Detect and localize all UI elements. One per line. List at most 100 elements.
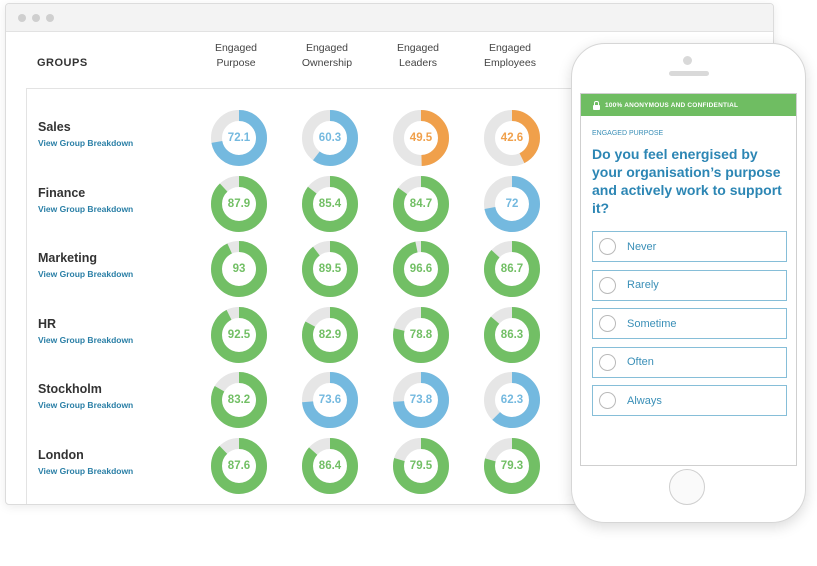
donut-value-label: 85.4 bbox=[318, 197, 342, 210]
donut-value-arc bbox=[484, 110, 540, 166]
score-donut[interactable]: 86.3 bbox=[483, 306, 541, 364]
window-dot-icon[interactable] bbox=[18, 13, 26, 22]
donut-chart bbox=[484, 372, 540, 428]
donut-chart bbox=[302, 437, 358, 494]
column-header: Engaged Employees bbox=[464, 41, 556, 71]
browser-toolbar bbox=[6, 4, 773, 32]
donut-value-label: 79.5 bbox=[409, 459, 433, 472]
donut-value-label: 73.6 bbox=[318, 394, 342, 406]
groups-heading: GROUPS bbox=[37, 57, 88, 69]
score-donut[interactable]: 87.6 bbox=[210, 437, 268, 495]
score-donut[interactable]: 72.1 bbox=[210, 109, 268, 167]
column-header-line2: Employees bbox=[484, 57, 536, 69]
donut-value-arc bbox=[211, 306, 267, 363]
column-header-line1: Engaged bbox=[488, 42, 532, 54]
donut-chart bbox=[393, 175, 449, 232]
donut-value-arc bbox=[393, 241, 449, 297]
radio-icon[interactable] bbox=[599, 315, 616, 332]
donut-value-arc bbox=[302, 437, 358, 494]
view-group-breakdown-link[interactable]: View Group Breakdown bbox=[38, 465, 134, 476]
score-donut[interactable]: 92.5 bbox=[210, 306, 268, 364]
group-name: HR bbox=[38, 316, 57, 331]
donut-value-label: 42.6 bbox=[500, 132, 524, 144]
table-row: HR View Group Breakdown 92.5 82.9 78.8 86.3 bbox=[27, 301, 587, 366]
question-category: ENGAGED PURPOSE bbox=[592, 130, 664, 137]
donut-chart bbox=[302, 306, 358, 363]
donut-chart bbox=[211, 372, 267, 428]
view-group-breakdown-link[interactable]: View Group Breakdown bbox=[38, 269, 134, 279]
score-donut[interactable]: 96.6 bbox=[392, 240, 450, 298]
confidential-banner: 100% ANONYMOUS AND CONFIDENTIAL bbox=[581, 94, 796, 116]
donut-value-label: 73.8 bbox=[409, 394, 433, 406]
score-donut[interactable]: 73.8 bbox=[392, 371, 450, 429]
score-donut[interactable]: 84.7 bbox=[392, 175, 450, 233]
score-donut[interactable]: 85.4 bbox=[301, 175, 359, 233]
answer-option-label: Always bbox=[627, 394, 662, 407]
donut-value-arc bbox=[211, 110, 267, 166]
answer-option-label: Often bbox=[627, 356, 654, 368]
donut-value-arc bbox=[393, 110, 449, 166]
radio-icon[interactable] bbox=[599, 353, 616, 371]
score-donut[interactable]: 93 bbox=[210, 240, 268, 298]
group-name: Stockholm bbox=[38, 382, 102, 396]
donut-chart bbox=[393, 437, 449, 494]
speaker-icon bbox=[669, 71, 709, 76]
score-donut[interactable]: 87.9 bbox=[210, 175, 268, 233]
radio-icon[interactable] bbox=[599, 392, 616, 409]
score-donut[interactable]: 79.5 bbox=[392, 437, 450, 495]
answer-option-often[interactable]: Often bbox=[592, 346, 787, 378]
score-donut[interactable]: 78.8 bbox=[392, 306, 450, 364]
column-header-line1: Engaged bbox=[214, 42, 258, 54]
window-dot-icon[interactable] bbox=[32, 13, 40, 22]
donut-value-arc bbox=[393, 372, 449, 428]
answer-option-label: Rarely bbox=[627, 279, 659, 291]
score-donut[interactable]: 79.3 bbox=[483, 437, 541, 495]
donut-chart bbox=[211, 175, 267, 232]
view-group-breakdown-link[interactable]: View Group Breakdown bbox=[38, 400, 134, 410]
donut-value-label: 62.3 bbox=[500, 394, 524, 406]
donut-value-arc bbox=[302, 175, 358, 232]
table-row: Sales View Group Breakdown 72.1 60.3 49.5 42.… bbox=[27, 104, 587, 169]
radio-icon[interactable] bbox=[599, 276, 616, 294]
group-name: Sales bbox=[38, 120, 71, 134]
score-donut[interactable]: 42.6 bbox=[483, 109, 541, 167]
answer-option-label: Sometime bbox=[627, 317, 677, 330]
column-header: Engaged Ownership bbox=[281, 41, 373, 71]
donut-chart bbox=[302, 372, 358, 428]
score-donut[interactable]: 73.6 bbox=[301, 371, 359, 429]
donut-value-label: 78.8 bbox=[409, 328, 433, 341]
donut-value-label: 60.3 bbox=[318, 132, 342, 144]
score-donut[interactable]: 82.9 bbox=[301, 306, 359, 364]
donut-value-arc bbox=[393, 437, 449, 494]
donut-value-label: 87.9 bbox=[227, 197, 251, 210]
group-name: London bbox=[38, 447, 84, 462]
score-donut[interactable]: 72 bbox=[483, 175, 541, 233]
radio-icon[interactable] bbox=[599, 238, 616, 255]
view-group-breakdown-link[interactable]: View Group Breakdown bbox=[38, 138, 134, 148]
window-dot-icon[interactable] bbox=[46, 13, 54, 22]
donut-value-label: 86.7 bbox=[500, 263, 524, 275]
column-header-line2: Leaders bbox=[399, 57, 437, 69]
score-donut[interactable]: 86.7 bbox=[483, 240, 541, 298]
answer-option-always[interactable]: Always bbox=[592, 385, 787, 416]
donut-value-label: 79.3 bbox=[500, 459, 524, 472]
score-donut[interactable]: 89.5 bbox=[301, 240, 359, 298]
score-donut[interactable]: 86.4 bbox=[301, 437, 359, 495]
score-donut[interactable]: 49.5 bbox=[392, 109, 450, 167]
column-header-line2: Purpose bbox=[216, 57, 256, 69]
home-button[interactable] bbox=[669, 469, 705, 505]
donut-chart bbox=[211, 437, 267, 494]
answer-option-never[interactable]: Never bbox=[592, 231, 787, 262]
answer-option-rarely[interactable]: Rarely bbox=[592, 269, 787, 301]
column-header: Engaged Leaders bbox=[372, 41, 464, 71]
donut-value-arc bbox=[484, 437, 540, 494]
score-donut[interactable]: 83.2 bbox=[210, 371, 268, 429]
score-donut[interactable]: 60.3 bbox=[301, 109, 359, 167]
answer-options: Never Rarely Sometime Often Always bbox=[592, 231, 787, 424]
view-group-breakdown-link[interactable]: View Group Breakdown bbox=[38, 334, 134, 345]
answer-option-sometime[interactable]: Sometime bbox=[592, 308, 787, 339]
view-group-breakdown-link[interactable]: View Group Breakdown bbox=[38, 203, 134, 214]
donut-value-arc bbox=[484, 306, 540, 363]
donut-value-label: 49.5 bbox=[409, 132, 433, 144]
score-donut[interactable]: 62.3 bbox=[483, 371, 541, 429]
